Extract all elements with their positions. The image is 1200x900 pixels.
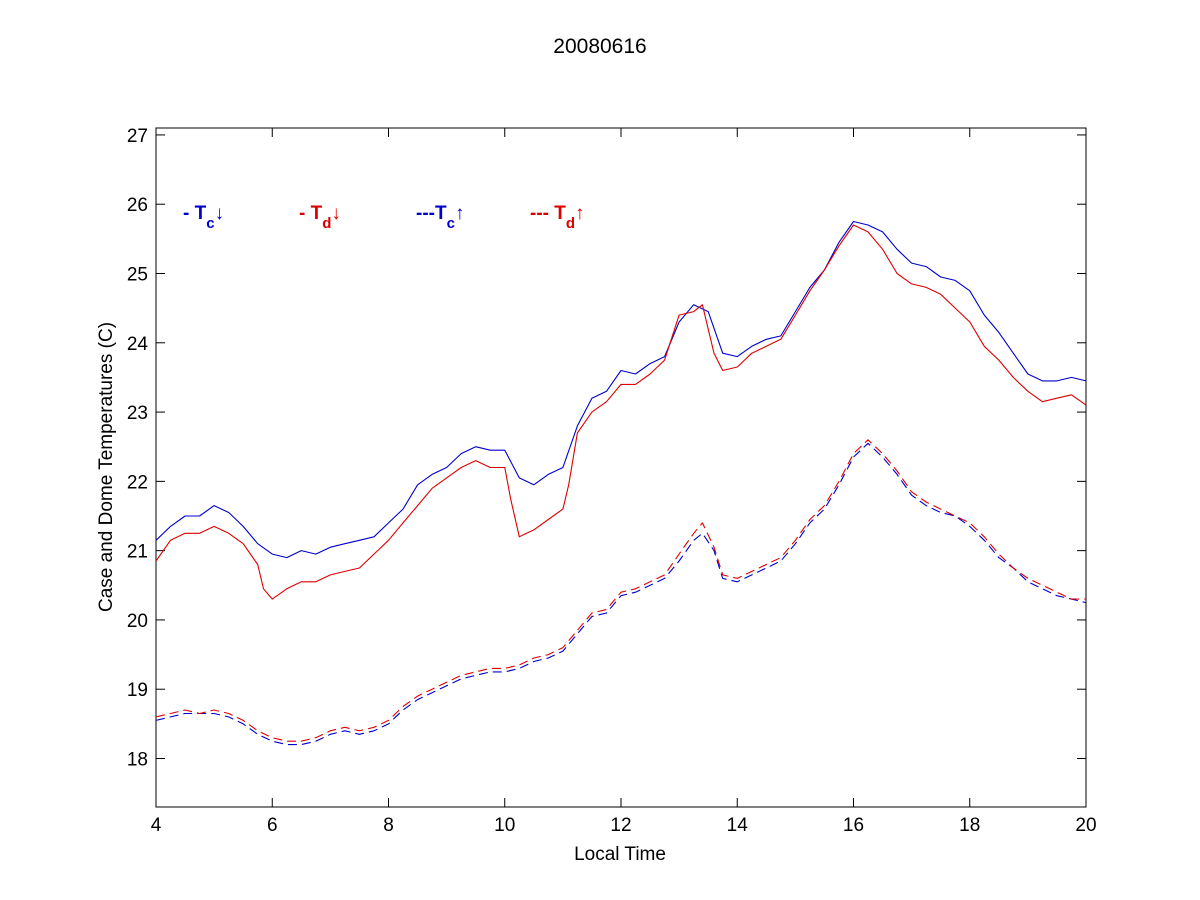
- y-tick-label: 21: [127, 542, 148, 563]
- x-tick-label: 14: [727, 815, 749, 836]
- y-tick-label: 23: [127, 403, 148, 424]
- y-tick-label: 18: [127, 750, 148, 771]
- series-line-td_up: [155, 439, 1086, 742]
- y-tick-label: 19: [127, 680, 148, 701]
- x-tick-label: 20: [1075, 815, 1096, 836]
- y-tick-label: 26: [127, 195, 148, 216]
- chart-title: 20080616: [553, 35, 646, 58]
- y-tick-label: 25: [127, 265, 148, 286]
- plot-area: [155, 127, 1087, 808]
- x-tick-label: 8: [383, 815, 394, 836]
- y-tick-label: 27: [127, 126, 148, 147]
- x-tick-label: 18: [959, 815, 980, 836]
- x-tick-label: 16: [843, 815, 864, 836]
- x-tick-label: 12: [610, 815, 631, 836]
- series-line-td_down: [155, 224, 1087, 600]
- y-axis-label: Case and Dome Temperatures (C): [96, 322, 117, 612]
- x-tick-label: 10: [494, 815, 515, 836]
- y-tick-label: 22: [127, 472, 148, 493]
- x-tick-label: 4: [151, 815, 162, 836]
- x-tick-label: 6: [267, 815, 278, 836]
- x-axis-label: Local Time: [574, 844, 666, 865]
- legend-entry-td_up: --- Td↑: [530, 203, 585, 232]
- legend-entry-tc_down: - Tc↓: [183, 203, 224, 232]
- legend: - Tc↓ - Td↓ ---Tc↑ --- Td↑: [183, 203, 585, 232]
- series-layer: [155, 220, 1087, 746]
- legend-entry-tc_up: ---Tc↑: [416, 203, 464, 232]
- y-tick-label: 24: [127, 334, 149, 355]
- legend-entry-td_down: - Td↓: [299, 203, 341, 232]
- y-tick-label: 20: [127, 611, 148, 632]
- series-line-tc_down: [155, 220, 1087, 559]
- y-axis: 18 19 20 21 22 23 24 25 26 27: [127, 126, 1086, 771]
- x-axis: 4 6 8 10 12 14 16 18 20: [151, 128, 1097, 836]
